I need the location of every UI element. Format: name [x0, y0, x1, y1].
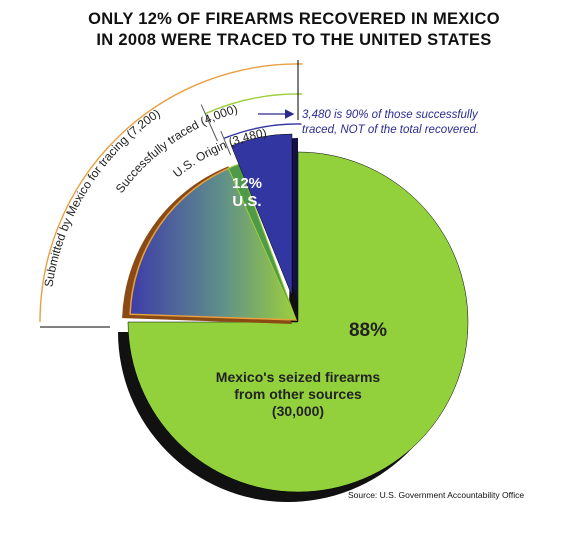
arc-traced: [205, 93, 303, 115]
source-note: Source: U.S. Government Accountability O…: [348, 490, 524, 500]
chart-title-line-2: IN 2008 WERE TRACED TO THE UNITED STATES: [96, 31, 492, 49]
pie-wedge-submitted: [129, 165, 298, 321]
us-slice-name: U.S.: [232, 193, 261, 210]
other-slice-label-line-2: from other sources: [234, 386, 362, 402]
us-slice-percent: 12%: [232, 175, 262, 192]
chart-title-line-1: ONLY 12% OF FIREARMS RECOVERED IN MEXICO: [88, 10, 500, 28]
pie-slice-other-sources: [127, 151, 469, 493]
arc-tick-us: [220, 130, 232, 156]
other-slice-label-line-1: Mexico's seized firearms: [216, 369, 381, 385]
arc-us-origin: [223, 123, 302, 140]
arc-submitted: [39, 63, 303, 323]
pie-slice-us: [230, 133, 293, 297]
other-slice-label-line-3: (30,000): [272, 403, 324, 419]
note-line-1: 3,480 is 90% of those successfully: [302, 109, 479, 121]
note-line-2: traced, NOT of the total recovered.: [302, 124, 479, 136]
other-slice-percent: 88%: [349, 320, 387, 341]
arc-tick-traced: [200, 104, 218, 142]
